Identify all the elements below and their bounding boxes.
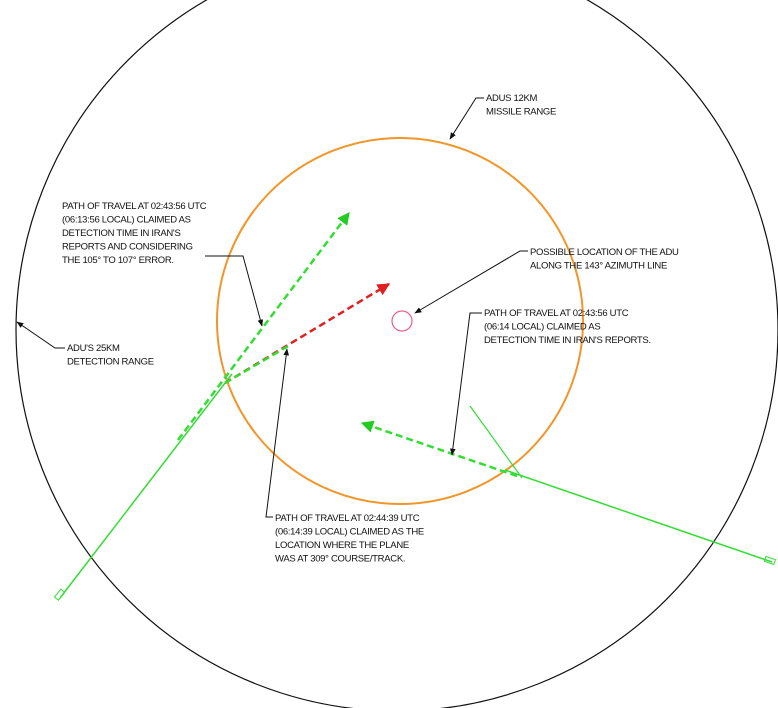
dashed-track-overlap (224, 343, 291, 385)
annotation-line: LOCATION WHERE THE PLANE (275, 540, 409, 551)
leader-line (16, 321, 65, 349)
leader-line (414, 250, 528, 314)
annotation-line: MISSILE RANGE (486, 107, 556, 118)
dashed-track (177, 212, 350, 441)
leader-line (449, 97, 484, 140)
annotation-line: ADUS 12KM (486, 93, 538, 104)
track-end (763, 555, 777, 566)
annotation-line: (06:13:56 LOCAL) CLAIMED AS (62, 215, 191, 226)
annotation-line: PATH OF TRAVEL AT 02:43:56 UTC (484, 308, 629, 319)
annotation-line: ALONG THE 143° AZIMUTH LINE (530, 261, 667, 272)
track-line (469, 405, 523, 479)
annotation-line: PATH OF TRAVEL AT 02:44:39 UTC (275, 513, 420, 524)
leader-line (450, 312, 482, 456)
annotation-line: DETECTION TIME IN IRAN'S REPORTS. (484, 335, 651, 346)
annotation-line: THE 105° TO 107° ERROR. (62, 255, 174, 266)
annotation-line: ADU'S 25KM (67, 343, 120, 354)
annotation-line: DETECTION RANGE (67, 357, 154, 368)
annotation-line: REPORTS AND CONSIDERING (62, 242, 193, 253)
annotation-line: DETECTION TIME IN IRAN'S (62, 228, 180, 239)
detection-range-circle (15, 0, 778, 708)
track-end (53, 588, 66, 601)
labels: ADUS 12KM MISSILE RANGE PATH OF TRAVEL AT … (62, 93, 679, 565)
annotation-line: WAS AT 309° COURSE/TRACK. (275, 554, 405, 565)
missile-range-circle (216, 137, 584, 505)
annotation-line: POSSIBLE LOCATION OF THE ADU (530, 247, 679, 258)
track-line (504, 469, 773, 563)
annotation-line: (06:14 LOCAL) CLAIMED AS (484, 322, 600, 333)
leader-line (265, 348, 289, 518)
annotation-line: PATH OF TRAVEL AT 02:43:56 UTC (62, 201, 207, 212)
dashed-track (360, 420, 518, 478)
leader-line (205, 255, 264, 327)
dashed-track-red (224, 282, 391, 385)
adu-location (391, 310, 413, 332)
annotation-line: (06:14:39 LOCAL) CLAIMED AS THE (275, 527, 424, 538)
track-line (59, 373, 233, 599)
